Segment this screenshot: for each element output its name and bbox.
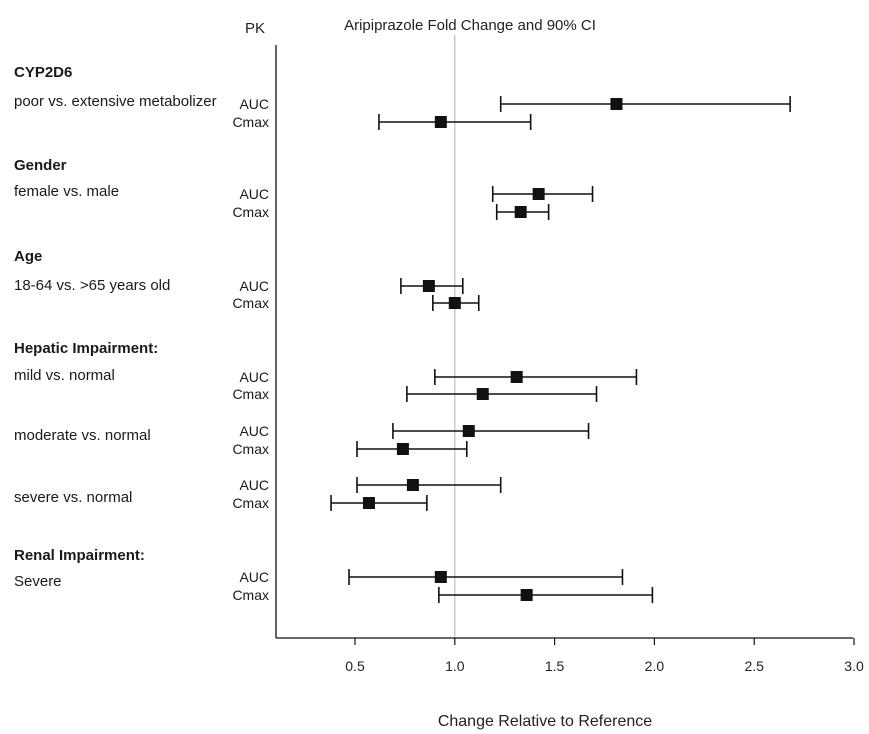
- point-estimate-auc: [434, 571, 447, 583]
- pk-column-header: PK: [245, 20, 265, 37]
- group-title: Renal Impairment:: [14, 547, 145, 564]
- group-title: Age: [14, 248, 42, 265]
- pk-label-auc: AUC: [239, 477, 269, 493]
- subgroup-label: mild vs. normal: [14, 367, 115, 384]
- pk-label-cmax: Cmax: [232, 295, 269, 311]
- point-estimate-cmax: [514, 206, 527, 218]
- point-estimate-cmax: [434, 116, 447, 128]
- point-estimate-auc: [406, 479, 419, 491]
- pk-label-auc: AUC: [239, 569, 269, 585]
- pk-label-auc: AUC: [239, 278, 269, 294]
- x-tick-label: 1.5: [545, 658, 565, 674]
- point-estimate-auc: [532, 188, 545, 200]
- pk-label-cmax: Cmax: [232, 441, 269, 457]
- point-estimate-auc: [462, 425, 475, 437]
- pk-label-cmax: Cmax: [232, 114, 269, 130]
- x-tick-label: 2.0: [645, 658, 665, 674]
- x-axis-title: Change Relative to Reference: [438, 713, 652, 730]
- point-estimate-cmax: [448, 297, 461, 309]
- point-estimate-cmax: [520, 589, 533, 601]
- pk-label-auc: AUC: [239, 186, 269, 202]
- group-title: CYP2D6: [14, 64, 72, 81]
- subgroup-label: 18-64 vs. >65 years old: [14, 277, 170, 294]
- x-tick-label: 2.5: [744, 658, 764, 674]
- pk-label-cmax: Cmax: [232, 386, 269, 402]
- chart-title: Aripiprazole Fold Change and 90% CI: [344, 17, 596, 34]
- point-estimate-cmax: [476, 388, 489, 400]
- subgroup-label: severe vs. normal: [14, 489, 132, 506]
- pk-label-cmax: Cmax: [232, 204, 269, 220]
- x-tick-label: 0.5: [345, 658, 365, 674]
- point-estimate-cmax: [362, 497, 375, 509]
- point-estimate-cmax: [396, 443, 409, 455]
- x-tick-label: 1.0: [445, 658, 465, 674]
- subgroup-label: moderate vs. normal: [14, 427, 151, 444]
- pk-label-auc: AUC: [239, 423, 269, 439]
- group-title: Hepatic Impairment:: [14, 340, 158, 357]
- pk-label-cmax: Cmax: [232, 587, 269, 603]
- pk-label-auc: AUC: [239, 369, 269, 385]
- subgroup-label: poor vs. extensive metabolizer: [14, 93, 217, 110]
- subgroup-label: female vs. male: [14, 183, 119, 200]
- pk-label-cmax: Cmax: [232, 495, 269, 511]
- point-estimate-auc: [510, 371, 523, 383]
- group-title: Gender: [14, 157, 67, 174]
- point-estimate-auc: [422, 280, 435, 292]
- x-tick-label: 3.0: [844, 658, 864, 674]
- point-estimate-auc: [610, 98, 623, 110]
- subgroup-label: Severe: [14, 573, 62, 590]
- pk-label-auc: AUC: [239, 96, 269, 112]
